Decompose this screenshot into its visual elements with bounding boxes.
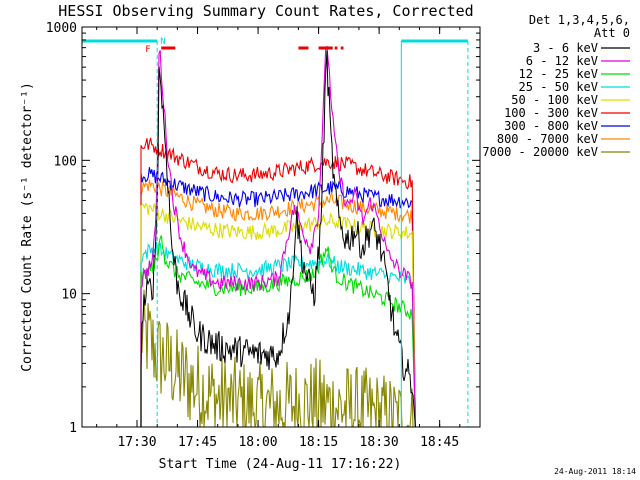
x-axis-label: Start Time (24-Aug-11 17:16:22)	[159, 457, 402, 472]
legend-header: Att 0	[594, 26, 630, 40]
x-tick-label: 18:30	[360, 435, 399, 450]
legend-label: 3 - 6 keV	[533, 41, 598, 55]
y-tick-label: 10	[61, 288, 77, 303]
x-tick-label: 18:45	[420, 435, 459, 450]
plot-timestamp: 24-Aug-2011 18:14	[554, 467, 636, 476]
series-line-9	[140, 289, 416, 428]
legend-label: 800 - 7000 keV	[497, 132, 598, 146]
series-line-4	[140, 242, 416, 428]
y-axis-label: Corrected Count Rate (s⁻¹ detector⁻¹)	[20, 82, 35, 372]
y-tick-label: 100	[54, 154, 77, 169]
x-tick-label: 17:45	[178, 435, 217, 450]
plot-frame	[81, 26, 481, 428]
legend-label: 100 - 300 keV	[504, 106, 598, 120]
y-tick-label: 1	[69, 421, 77, 436]
legend-label: 12 - 25 keV	[519, 67, 598, 81]
x-tick-label: 18:00	[238, 435, 277, 450]
series-line-2	[140, 45, 416, 428]
axis-layer: 17:30 17:45 18:00 18:15 18:30 18:45 1 10 100 1000	[46, 21, 480, 450]
chart-title: HESSI Observing Summary Count Rates, Cor…	[58, 2, 473, 20]
legend-header: Det 1,3,4,5,6,	[529, 13, 630, 27]
series-line-5	[140, 202, 416, 428]
y-tick-label: 1000	[46, 21, 77, 36]
series-line-7	[140, 167, 416, 428]
x-tick-label: 18:15	[299, 435, 338, 450]
series-line-3	[140, 235, 416, 428]
night-marker: N	[160, 37, 165, 47]
legend-label: 25 - 50 keV	[519, 80, 598, 94]
series-line-6	[140, 137, 416, 428]
series-layer	[140, 45, 416, 428]
series-line-1	[140, 50, 416, 428]
legend-label: 50 - 100 keV	[511, 93, 598, 107]
x-tick-label: 17:30	[117, 435, 156, 450]
overlay-layer: FN	[82, 37, 469, 427]
flare-marker: F	[145, 45, 150, 55]
legend-label: 7000 - 20000 keV	[482, 145, 598, 159]
series-line-8	[140, 179, 416, 428]
legend-label: 300 - 800 keV	[504, 119, 598, 133]
legend-label: 6 - 12 keV	[526, 54, 598, 68]
